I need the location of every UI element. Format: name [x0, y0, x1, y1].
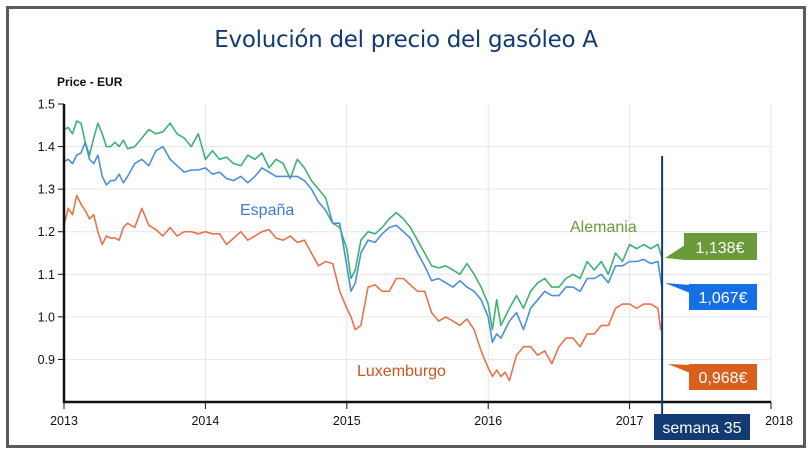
y-tick-label: 1.5 [38, 98, 55, 112]
series-lines [63, 120, 663, 382]
y-axis-title: Price - EUR [57, 75, 123, 89]
y-tick-label: 1.3 [38, 183, 55, 197]
y-tick-label: 1.0 [38, 310, 55, 324]
x-tick-label: 2014 [191, 414, 219, 428]
x-tick-label: 2017 [616, 414, 644, 428]
week-badge: semana 35 [654, 414, 750, 440]
badge-alemania-box [684, 233, 757, 260]
badge-luxemburgo: 0,968€ [668, 364, 757, 390]
badge-luxemburgo-box [689, 364, 757, 390]
y-tick-label: 1.4 [38, 140, 55, 154]
grid [64, 104, 772, 402]
x-tick-label: 2018 [765, 414, 793, 428]
badge-espana: 1,067€ [665, 283, 757, 310]
x-tick-label: 2013 [50, 414, 78, 428]
y-tick-label: 0.9 [38, 353, 55, 367]
x-tick-label: 2016 [474, 414, 502, 428]
series-line-alemania [63, 120, 663, 331]
series-label-luxemburgo: Luxemburgo [357, 363, 446, 380]
badge-alemania: 1,138€ [665, 233, 757, 260]
badge-espana-box [689, 284, 757, 310]
value-alemania: 1,138€ [696, 240, 745, 257]
y-tick-label: 1.2 [38, 225, 55, 239]
chart-frame [6, 6, 806, 448]
y-tick-label: 1.1 [38, 268, 55, 282]
chart-title: Evolución del precio del gasóleo A [214, 27, 598, 53]
series-line-espana [63, 141, 663, 344]
series-label-espana: España [240, 202, 294, 219]
week-label: semana 35 [662, 420, 741, 437]
value-espana: 1,067€ [699, 290, 748, 307]
series-label-alemania: Alemania [570, 219, 637, 236]
y-axis-ticks: 1.5 1.4 1.3 1.2 1.1 1.0 0.9 [38, 98, 64, 367]
series-line-luxemburgo [63, 194, 663, 382]
x-tick-label: 2015 [333, 414, 361, 428]
value-luxemburgo: 0,968€ [699, 370, 748, 387]
week-badge-box [654, 414, 750, 440]
